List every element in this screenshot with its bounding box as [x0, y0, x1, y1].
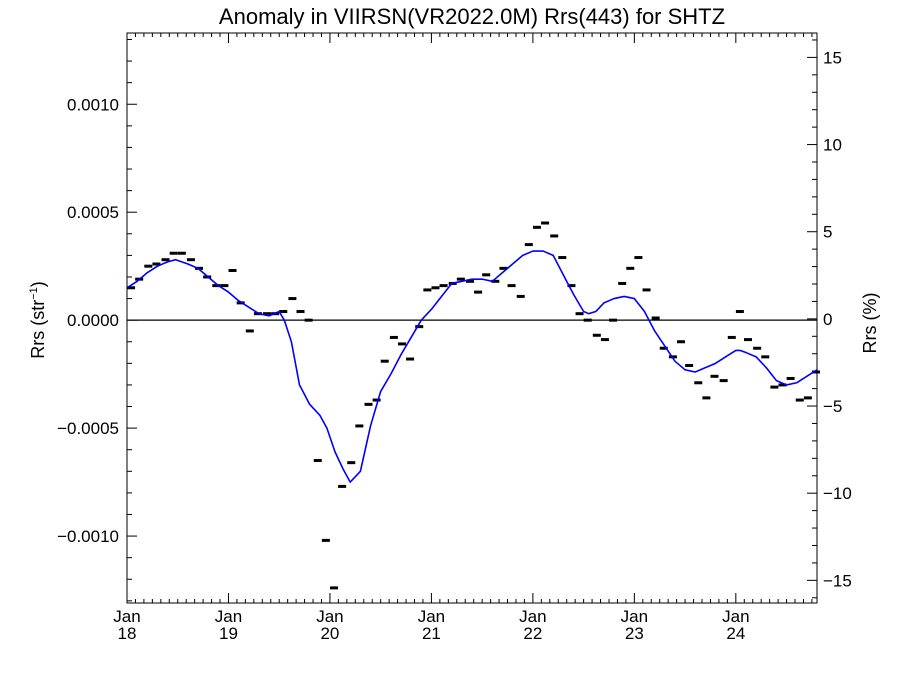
plot-layer: 0.0010 0.0005 0.0000 −0.0005 −0.0010 15 10 5 0 −5…	[57, 33, 852, 643]
y-right-tick-label: −15	[823, 571, 852, 590]
x-tick-label-year: 22	[523, 624, 542, 643]
x-tick-label-year: 18	[118, 624, 137, 643]
y-right-tick-label: 15	[823, 48, 842, 67]
x-tick-label-year: 21	[422, 624, 441, 643]
x-tick-label-year: 24	[726, 624, 745, 643]
smoothed-line	[126, 250, 818, 483]
plot-frame	[126, 32, 818, 604]
x-tick-label-year: 19	[219, 624, 238, 643]
y-left-tick-label: 0.0000	[67, 311, 119, 330]
y-right-tick-label: 0	[823, 310, 832, 329]
x-tick-label-month: Jan	[722, 607, 749, 626]
y-right-tick-label: −5	[823, 397, 842, 416]
x-tick-label-year: 20	[320, 624, 339, 643]
y-left-tick-label: −0.0010	[57, 527, 119, 546]
y-left-tick-label: −0.0005	[57, 419, 119, 438]
y-right-tick-label: 5	[823, 223, 832, 242]
x-tick-label-year: 23	[625, 624, 644, 643]
x-tick-label-month: Jan	[113, 607, 140, 626]
x-tick-label-month: Jan	[621, 607, 648, 626]
x-tick-label-month: Jan	[418, 607, 445, 626]
y-left-tick-label: 0.0010	[67, 95, 119, 114]
x-tick-label-month: Jan	[316, 607, 343, 626]
y-axis-label-left-sup: −1	[28, 287, 40, 300]
y-axis-label-left: Rrs (str−1)	[28, 281, 48, 359]
y-axis-label-left-end: )	[28, 281, 48, 287]
x-tick-label-month: Jan	[215, 607, 242, 626]
y-axis-label-left-main: Rrs (str	[28, 300, 48, 359]
y-right-tick-label: 10	[823, 136, 842, 155]
chart-title: Anomaly in VIIRSN(VR2022.0M) Rrs(443) fo…	[219, 4, 725, 29]
y-right-tick-label: −10	[823, 484, 852, 503]
y-axis-label-right: Rrs (%)	[860, 293, 880, 354]
x-tick-label-month: Jan	[519, 607, 546, 626]
y-left-tick-label: 0.0005	[67, 203, 119, 222]
